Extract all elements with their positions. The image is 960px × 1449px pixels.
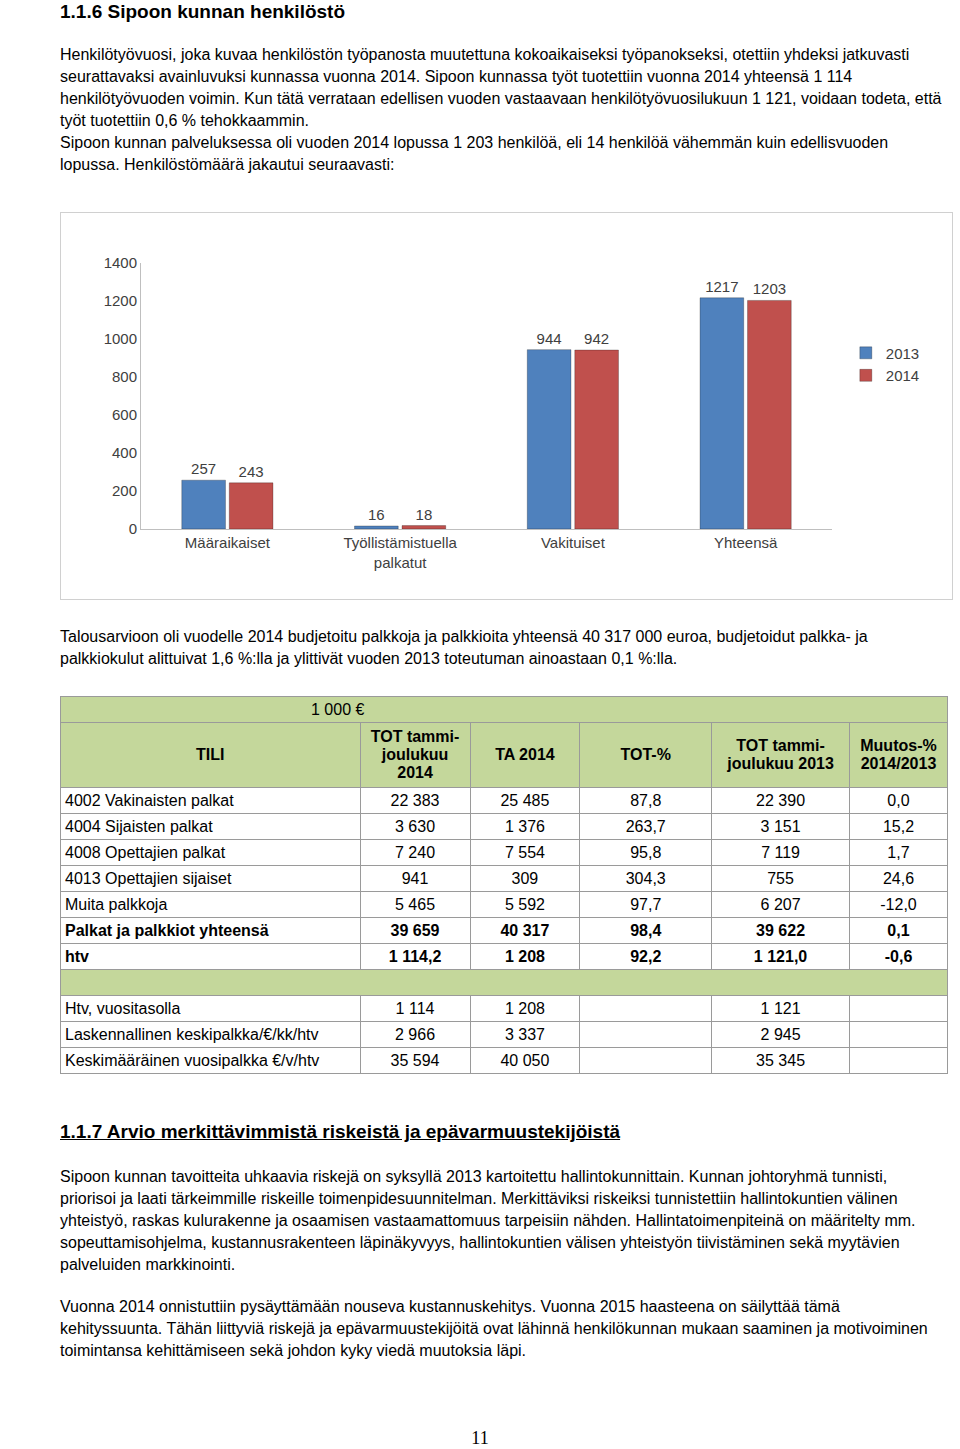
html-text:Sipoon kunnan palveluksessa ol: Sipoon kunnan palveluksessa oli vuoden 2… bbox=[60, 134, 889, 173]
html-text:1 121,0: 1 121,0 bbox=[753, 947, 808, 965]
svg-text:18: 18 bbox=[416, 506, 433, 523]
html-text:1,7: 1,7 bbox=[887, 843, 910, 861]
svg-text:Määraikaiset: Määraikaiset bbox=[185, 534, 271, 551]
html-text:0,1: 0,1 bbox=[887, 921, 910, 939]
html-text:Sipoon kunnan tavoitteita uhka: Sipoon kunnan tavoitteita uhkaavia riske… bbox=[60, 1168, 916, 1273]
html-text:Henkilötyövuosi, joka kuvaa he: Henkilötyövuosi, joka kuvaa henkilöstön … bbox=[60, 46, 942, 129]
html-text:2 945: 2 945 bbox=[760, 1025, 801, 1043]
html-text:1 208: 1 208 bbox=[504, 947, 545, 965]
html-text:35 345: 35 345 bbox=[756, 1051, 805, 1069]
html-text:22 390: 22 390 bbox=[756, 791, 805, 809]
html-text:TILI: TILI bbox=[196, 746, 225, 763]
html-text:3 630: 3 630 bbox=[395, 817, 436, 835]
html-text:4002 Vakinaisten palkat: 4002 Vakinaisten palkat bbox=[65, 791, 234, 809]
html-text:40 317: 40 317 bbox=[500, 921, 550, 939]
html-text:7 554: 7 554 bbox=[504, 843, 545, 861]
svg-text:1000: 1000 bbox=[104, 330, 137, 347]
svg-text:16: 16 bbox=[368, 506, 385, 523]
html-text:1 121: 1 121 bbox=[760, 999, 801, 1017]
svg-text:Vakituiset: Vakituiset bbox=[541, 534, 606, 551]
html-text:Muutos-% 2014/2013: Muutos-% 2014/2013 bbox=[860, 737, 937, 772]
html-text:Keskimääräinen vuosipalkka €/v: Keskimääräinen vuosipalkka €/v/htv bbox=[65, 1051, 320, 1069]
html-text:11: 11 bbox=[471, 1428, 489, 1448]
svg-text:942: 942 bbox=[584, 330, 609, 347]
html-text:1 208: 1 208 bbox=[504, 999, 545, 1017]
svg-text:Yhteensä: Yhteensä bbox=[714, 534, 778, 551]
html-text:Talousarvioon oli vuodelle 201: Talousarvioon oli vuodelle 2014 budjetoi… bbox=[60, 628, 868, 667]
svg-text:800: 800 bbox=[112, 368, 137, 385]
html-text:-0,6: -0,6 bbox=[884, 947, 913, 965]
html-text:TOT tammi-joulukuu 2014: TOT tammi-joulukuu 2014 bbox=[370, 728, 460, 781]
html-text:304,3: 304,3 bbox=[625, 869, 666, 887]
html-text:263,7: 263,7 bbox=[625, 817, 666, 835]
html-text:TOT-%: TOT-% bbox=[620, 746, 671, 763]
html-text:98,4: 98,4 bbox=[630, 921, 662, 939]
html-text:941: 941 bbox=[401, 869, 429, 887]
html-text:4008 Opettajien palkat: 4008 Opettajien palkat bbox=[65, 843, 226, 861]
html-text:1 114,2: 1 114,2 bbox=[388, 947, 442, 965]
html-text:0,0: 0,0 bbox=[887, 791, 910, 809]
html-text:35 594: 35 594 bbox=[390, 1051, 440, 1069]
svg-text:1217: 1217 bbox=[705, 278, 738, 295]
html-text:309: 309 bbox=[511, 869, 539, 887]
html-text:6 207: 6 207 bbox=[760, 895, 801, 913]
html-text:40 050: 40 050 bbox=[500, 1051, 550, 1069]
html-text:1.1.6 Sipoon kunnan henkilöstö: 1.1.6 Sipoon kunnan henkilöstö bbox=[60, 1, 345, 22]
svg-text:1400: 1400 bbox=[104, 254, 137, 271]
html-text:24,6: 24,6 bbox=[882, 869, 915, 887]
html-text:92,2: 92,2 bbox=[630, 947, 662, 965]
html-text:htv: htv bbox=[65, 947, 89, 965]
html-text:87,8: 87,8 bbox=[630, 791, 662, 809]
svg-text:1200: 1200 bbox=[104, 292, 137, 309]
html-text:3 151: 3 151 bbox=[760, 817, 801, 835]
html-text:4004 Sijaisten palkat: 4004 Sijaisten palkat bbox=[65, 817, 213, 835]
html-text:22 383: 22 383 bbox=[390, 791, 440, 809]
html-text:97,7: 97,7 bbox=[630, 895, 662, 913]
html-text:TOT tammi-joulukuu 2013: TOT tammi-joulukuu 2013 bbox=[727, 737, 834, 772]
html-text:-12,0: -12,0 bbox=[880, 895, 917, 913]
html-text:755: 755 bbox=[767, 869, 794, 887]
html-text:1 376: 1 376 bbox=[504, 817, 545, 835]
svg-text:Työllistämistuellapalkatut: Työllistämistuellapalkatut bbox=[343, 534, 457, 571]
html-text:25 485: 25 485 bbox=[500, 791, 550, 809]
html-text:Htv, vuositasolla: Htv, vuositasolla bbox=[65, 999, 181, 1017]
svg-text:0: 0 bbox=[129, 520, 137, 537]
html-text:39 659: 39 659 bbox=[390, 921, 440, 939]
html-text:1.1.7 Arvio merkittävimmistä r: 1.1.7 Arvio merkittävimmistä riskeistä j… bbox=[60, 1121, 621, 1142]
svg-text:2014: 2014 bbox=[886, 367, 919, 384]
svg-text:243: 243 bbox=[239, 463, 264, 480]
svg-text:944: 944 bbox=[537, 330, 562, 347]
html-text:3 337: 3 337 bbox=[504, 1025, 545, 1043]
html-text:Vuonna 2014 onnistuttiin pysäy: Vuonna 2014 onnistuttiin pysäyttämään no… bbox=[60, 1298, 928, 1359]
html-text:5 465: 5 465 bbox=[395, 895, 436, 913]
html-text:2 966: 2 966 bbox=[395, 1025, 436, 1043]
html-text:5 592: 5 592 bbox=[504, 895, 545, 913]
svg-text:257: 257 bbox=[191, 460, 216, 477]
html-text:15,2: 15,2 bbox=[882, 817, 915, 835]
svg-text:2013: 2013 bbox=[886, 345, 919, 362]
html-text:7 119: 7 119 bbox=[761, 843, 800, 861]
svg-text:600: 600 bbox=[112, 406, 137, 423]
html-text:39 622: 39 622 bbox=[756, 921, 805, 939]
html-text:7 240: 7 240 bbox=[395, 843, 436, 861]
svg-text:200: 200 bbox=[112, 482, 137, 499]
html-text:Laskennallinen keskipalkka/€/k: Laskennallinen keskipalkka/€/kk/htv bbox=[65, 1025, 319, 1043]
html-text:95,8: 95,8 bbox=[630, 843, 662, 861]
html-text:TA 2014: TA 2014 bbox=[495, 746, 555, 763]
html-text:4013 Opettajien sijaiset: 4013 Opettajien sijaiset bbox=[65, 869, 232, 887]
svg-text:400: 400 bbox=[112, 444, 137, 461]
html-text:Muita palkkoja: Muita palkkoja bbox=[65, 895, 168, 913]
html-text:Palkat ja palkkiot yhteensä: Palkat ja palkkiot yhteensä bbox=[65, 921, 269, 939]
html-text:1 114: 1 114 bbox=[395, 999, 435, 1017]
svg-text:1203: 1203 bbox=[753, 280, 786, 297]
html-text:1 000 €: 1 000 € bbox=[311, 700, 365, 718]
